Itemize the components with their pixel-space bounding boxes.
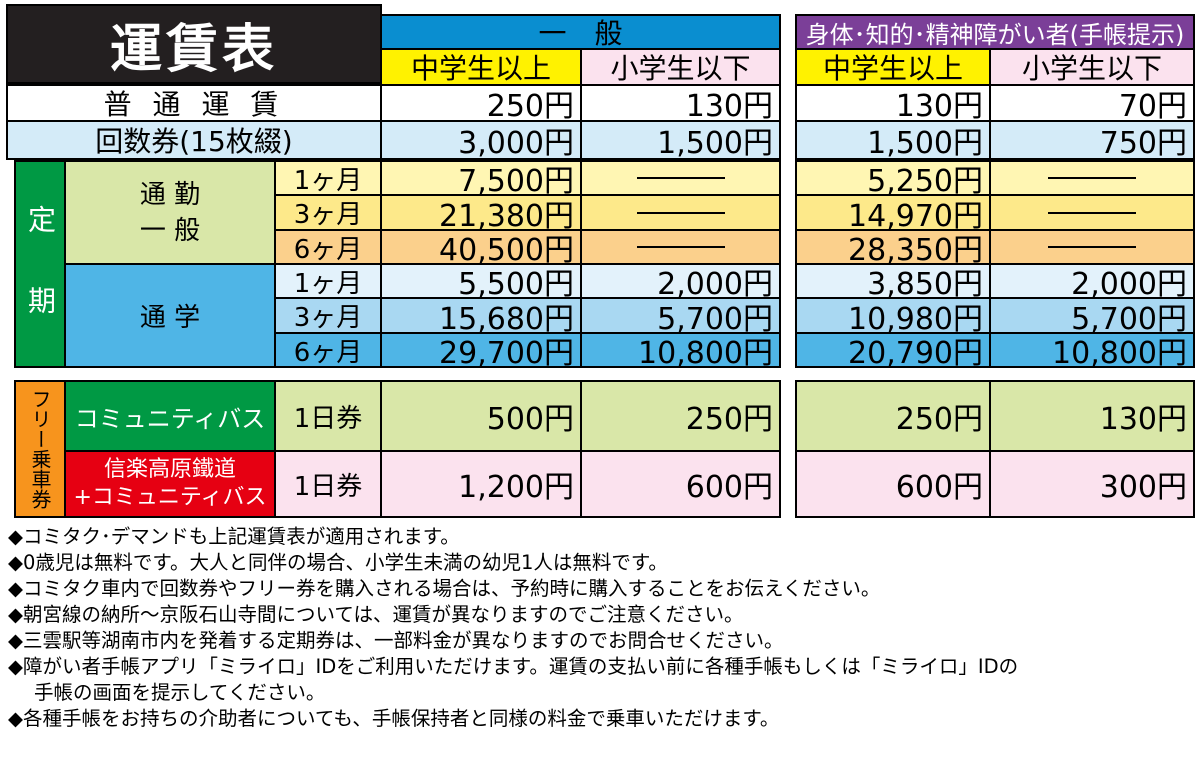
community-disabled-junior: 250円 [795,380,991,452]
header-general: 一 般 [380,14,781,50]
community-ticket: 1日券 [274,380,382,452]
commute-3m-general-junior: 21,380円 [380,194,582,231]
school-1m-general-elementary: 2,000円 [580,263,781,299]
commute-label: 通 勤 一 般 [64,160,276,265]
school-6m-disabled-junior: 20,790円 [795,332,991,368]
dash-mark [1048,177,1136,179]
header-disabled: 身体･知的･精神障がい者(手帳提示) [795,14,1195,50]
dash-mark [636,211,725,214]
school-6m-disabled-elementary: 10,800円 [989,332,1195,368]
commute-period-1m: 1ヶ月 [274,160,382,196]
commute-1m-general-elementary [580,160,781,196]
community-general-elementary: 250円 [580,380,781,452]
header-disabled-elementary: 小学生以下 [989,48,1195,86]
school-3m-disabled-junior: 10,980円 [795,297,991,334]
shigaraki-label: 信楽高原鐵道 +コミュニティバス [64,450,276,518]
dash-mark [1048,246,1136,248]
commute-3m-disabled-junior: 14,970円 [795,194,991,231]
notes: ◆コミタク･デマンドも上記運賃表が適用されます。 ◆0歳児は無料です。大人と同伴… [8,524,1193,732]
dash-mark [1048,211,1136,214]
school-1m-general-junior: 5,500円 [380,263,582,299]
title-cell: 運賃表 [6,4,382,84]
school-period-1m: 1ヶ月 [274,263,382,299]
regular-fare-general-elementary: 130円 [580,84,781,122]
shigaraki-general-elementary: 600円 [580,450,781,518]
commute-6m-general-elementary [580,229,781,265]
commute-period-3m: 3ヶ月 [274,194,382,231]
commute-1m-general-junior: 7,500円 [380,160,582,196]
commute-6m-general-junior: 40,500円 [380,229,582,265]
shigaraki-label-line2: +コミュニティバス [73,485,267,510]
shigaraki-general-junior: 1,200円 [380,450,582,518]
regular-fare-disabled-elementary: 70円 [989,84,1195,122]
regular-fare-disabled-junior: 130円 [795,84,991,122]
shigaraki-disabled-junior: 600円 [795,450,991,518]
dash-mark [636,246,725,248]
note-item: ◆各種手帳をお持ちの介助者についても、手帳保持者と同様の料金で乗車いただけます。 [8,707,780,730]
regular-fare-label: 普 通 運 賃 [6,84,382,122]
commute-6m-disabled-junior: 28,350円 [795,229,991,265]
community-disabled-elementary: 130円 [989,380,1195,452]
commute-period-6m: 6ヶ月 [274,229,382,265]
note-item-continued: 手帳の画面を提示してください。 [34,681,326,704]
coupon-label: 回数券(15枚綴) [6,120,382,160]
school-period-6m: 6ヶ月 [274,332,382,368]
regular-fare-general-junior: 250円 [380,84,582,122]
school-3m-disabled-elementary: 5,700円 [989,297,1195,334]
coupon-general-junior: 3,000円 [380,120,582,160]
school-3m-general-junior: 15,680円 [380,297,582,334]
commute-3m-disabled-elementary [989,194,1195,231]
commute-1m-disabled-elementary [989,160,1195,196]
coupon-general-elementary: 1,500円 [580,120,781,160]
school-1m-disabled-elementary: 2,000円 [989,263,1195,299]
note-item: ◆0歳児は無料です。大人と同伴の場合、小学生未満の幼児1人は無料です。 [8,551,668,574]
shigaraki-label-line1: 信楽高原鐵道 [103,457,236,482]
school-1m-disabled-junior: 3,850円 [795,263,991,299]
header-general-junior: 中学生以上 [380,48,582,86]
school-6m-general-elementary: 10,800円 [580,332,781,368]
coupon-disabled-junior: 1,500円 [795,120,991,160]
shigaraki-ticket: 1日券 [274,450,382,518]
free-pass-label: フリー乗車券 [14,380,66,518]
pass-label: 定 期 [14,160,66,368]
school-6m-general-junior: 29,700円 [380,332,582,368]
note-item: ◆障がい者手帳アプリ「ミライロ」IDをご利用いただけます。運賃の支払い前に各種手… [8,655,1019,678]
coupon-disabled-elementary: 750円 [989,120,1195,160]
commute-1m-disabled-junior: 5,250円 [795,160,991,196]
header-general-elementary: 小学生以下 [580,48,781,86]
header-disabled-junior: 中学生以上 [795,48,991,86]
commute-3m-general-elementary [580,194,781,231]
community-general-junior: 500円 [380,380,582,452]
commute-6m-disabled-elementary [989,229,1195,265]
school-label: 通 学 [64,263,276,368]
note-item: ◆朝宮線の納所～京阪石山寺間については、運賃が異なりますのでご注意ください。 [8,603,744,626]
community-bus-label: コミュニティバス [64,380,276,452]
note-item: ◆コミタク･デマンドも上記運賃表が適用されます。 [8,525,460,548]
note-item: ◆三雲駅等湖南市内を発着する定期券は、一部料金が異なりますのでお問合せください。 [8,629,784,652]
dash-mark [636,177,725,179]
shigaraki-disabled-elementary: 300円 [989,450,1195,518]
school-period-3m: 3ヶ月 [274,297,382,334]
note-item: ◆コミタク車内で回数券やフリー券を購入される場合は、予約時に購入することをお伝え… [8,577,881,600]
school-3m-general-elementary: 5,700円 [580,297,781,334]
